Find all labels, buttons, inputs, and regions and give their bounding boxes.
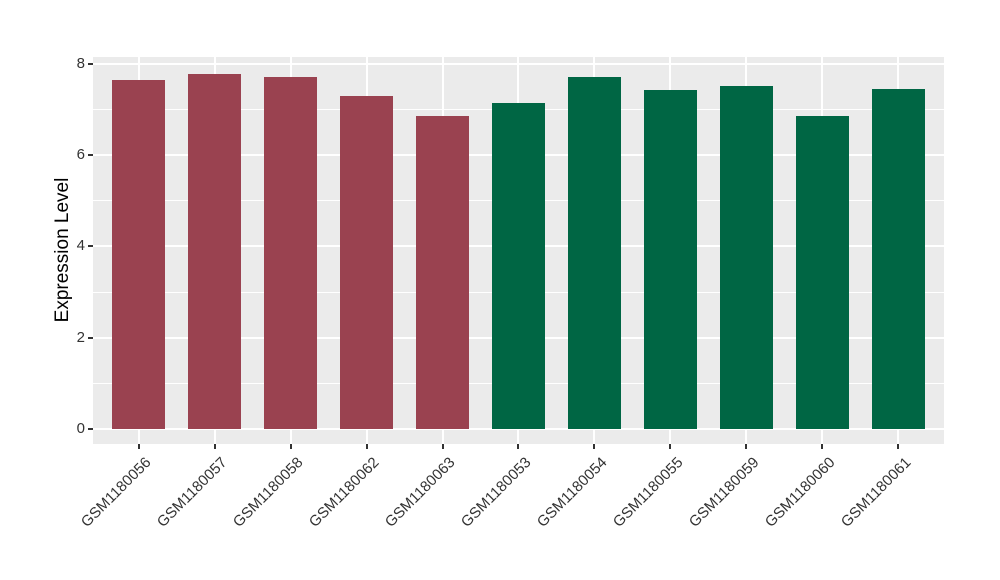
y-tick-mark xyxy=(88,245,93,248)
bar-GSM1180055 xyxy=(643,90,697,429)
y-tick-label: 4 xyxy=(76,237,85,255)
y-tick-mark xyxy=(88,62,93,65)
y-tick-label: 8 xyxy=(76,54,85,72)
x-tick-label: GSM1180061 xyxy=(837,454,915,531)
bar-GSM1180058 xyxy=(264,76,318,429)
x-tick-label: GSM1180054 xyxy=(533,454,611,531)
x-tick-mark xyxy=(669,444,672,449)
x-tick-label: GSM1180053 xyxy=(457,454,535,531)
x-tick-mark xyxy=(289,444,292,449)
y-tick-mark xyxy=(88,428,93,430)
x-tick-label: GSM1180055 xyxy=(609,454,687,531)
bar-GSM1180056 xyxy=(112,79,166,429)
plot-panel xyxy=(93,57,944,444)
x-tick-mark xyxy=(517,444,520,449)
y-tick-label: 2 xyxy=(76,328,85,346)
bar-GSM1180060 xyxy=(795,116,849,429)
x-tick-mark xyxy=(441,444,444,449)
bar-GSM1180062 xyxy=(340,95,394,429)
bar-GSM1180054 xyxy=(567,76,621,429)
bar-GSM1180063 xyxy=(416,116,469,429)
x-tick-label: GSM1180062 xyxy=(305,454,383,531)
x-tick-mark xyxy=(137,444,140,449)
y-tick-label: 6 xyxy=(76,146,85,164)
y-tick-mark xyxy=(88,154,93,157)
x-tick-mark xyxy=(213,444,216,449)
bar-GSM1180061 xyxy=(871,88,925,429)
x-tick-label: GSM1180063 xyxy=(381,454,459,531)
x-tick-label: GSM1180058 xyxy=(229,454,307,531)
bar-GSM1180057 xyxy=(188,73,242,429)
y-tick-label: 0 xyxy=(76,420,85,437)
x-tick-mark xyxy=(365,444,368,449)
x-tick-mark xyxy=(593,444,596,449)
x-tick-label: GSM1180056 xyxy=(77,454,155,531)
x-tick-label: GSM1180059 xyxy=(685,454,763,531)
x-tick-mark xyxy=(745,444,748,449)
x-tick-mark xyxy=(821,444,824,449)
bar-GSM1180053 xyxy=(491,102,545,429)
bar-GSM1180059 xyxy=(719,86,773,429)
x-tick-label: GSM1180057 xyxy=(153,454,231,531)
x-tick-label: GSM1180060 xyxy=(761,454,839,531)
y-tick-mark xyxy=(88,336,93,339)
x-tick-mark xyxy=(897,444,900,449)
